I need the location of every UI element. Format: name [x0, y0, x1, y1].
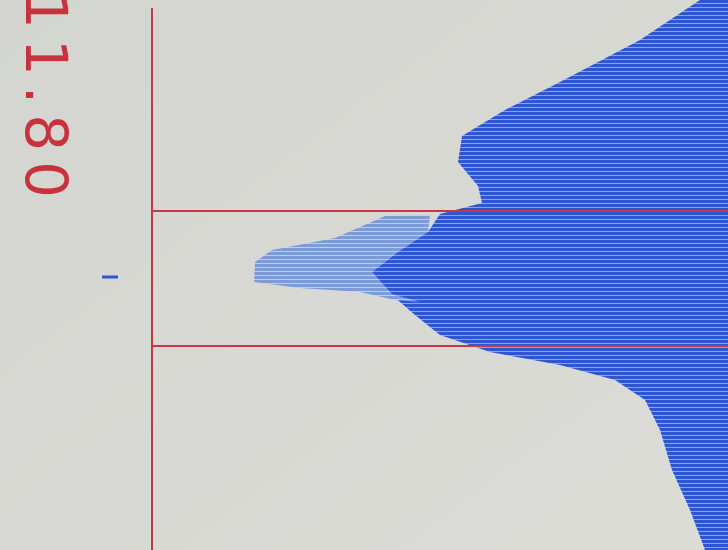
screen: 11.80	[0, 0, 728, 550]
depth-reading: 11.80	[12, 0, 80, 208]
page: 11.80 (() => { const data = JSON.parse(d…	[0, 0, 728, 550]
